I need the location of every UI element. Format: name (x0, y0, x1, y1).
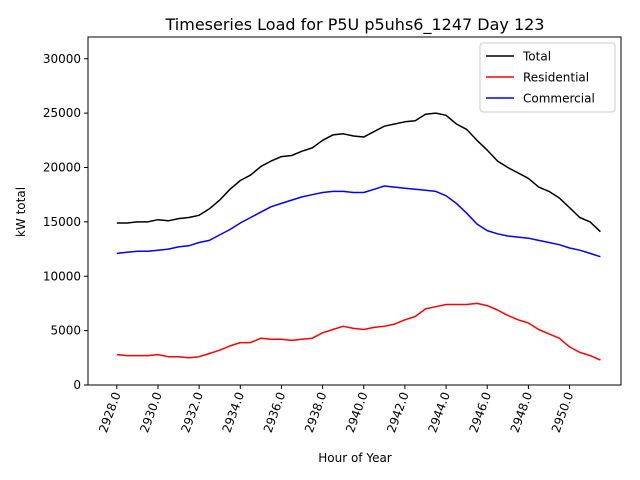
y-tick-label: 15000 (43, 215, 81, 229)
series-line-total (116, 112, 601, 233)
y-axis-label: kW total (14, 187, 28, 237)
legend-label-residential: Residential (523, 71, 589, 85)
y-tick-label: 25000 (43, 106, 81, 120)
chart-title: Timeseries Load for P5U p5uhs6_1247 Day … (165, 15, 545, 35)
legend-box (479, 42, 616, 113)
legend-label-commercial: Commercial (523, 92, 595, 106)
legend: Total Residential Commercial (479, 42, 616, 113)
y-tick-label: 5000 (50, 324, 81, 338)
y-tick-label: 30000 (43, 52, 81, 66)
series-line-residential (116, 302, 601, 361)
series-line-commercial (116, 185, 601, 258)
y-tick-label: 0 (73, 378, 81, 392)
axes-frame (87, 36, 622, 386)
x-axis-label: Hour of Year (318, 451, 392, 465)
legend-label-total: Total (522, 50, 551, 64)
y-tick-label: 20000 (43, 161, 81, 175)
y-tick-label: 10000 (43, 269, 81, 283)
